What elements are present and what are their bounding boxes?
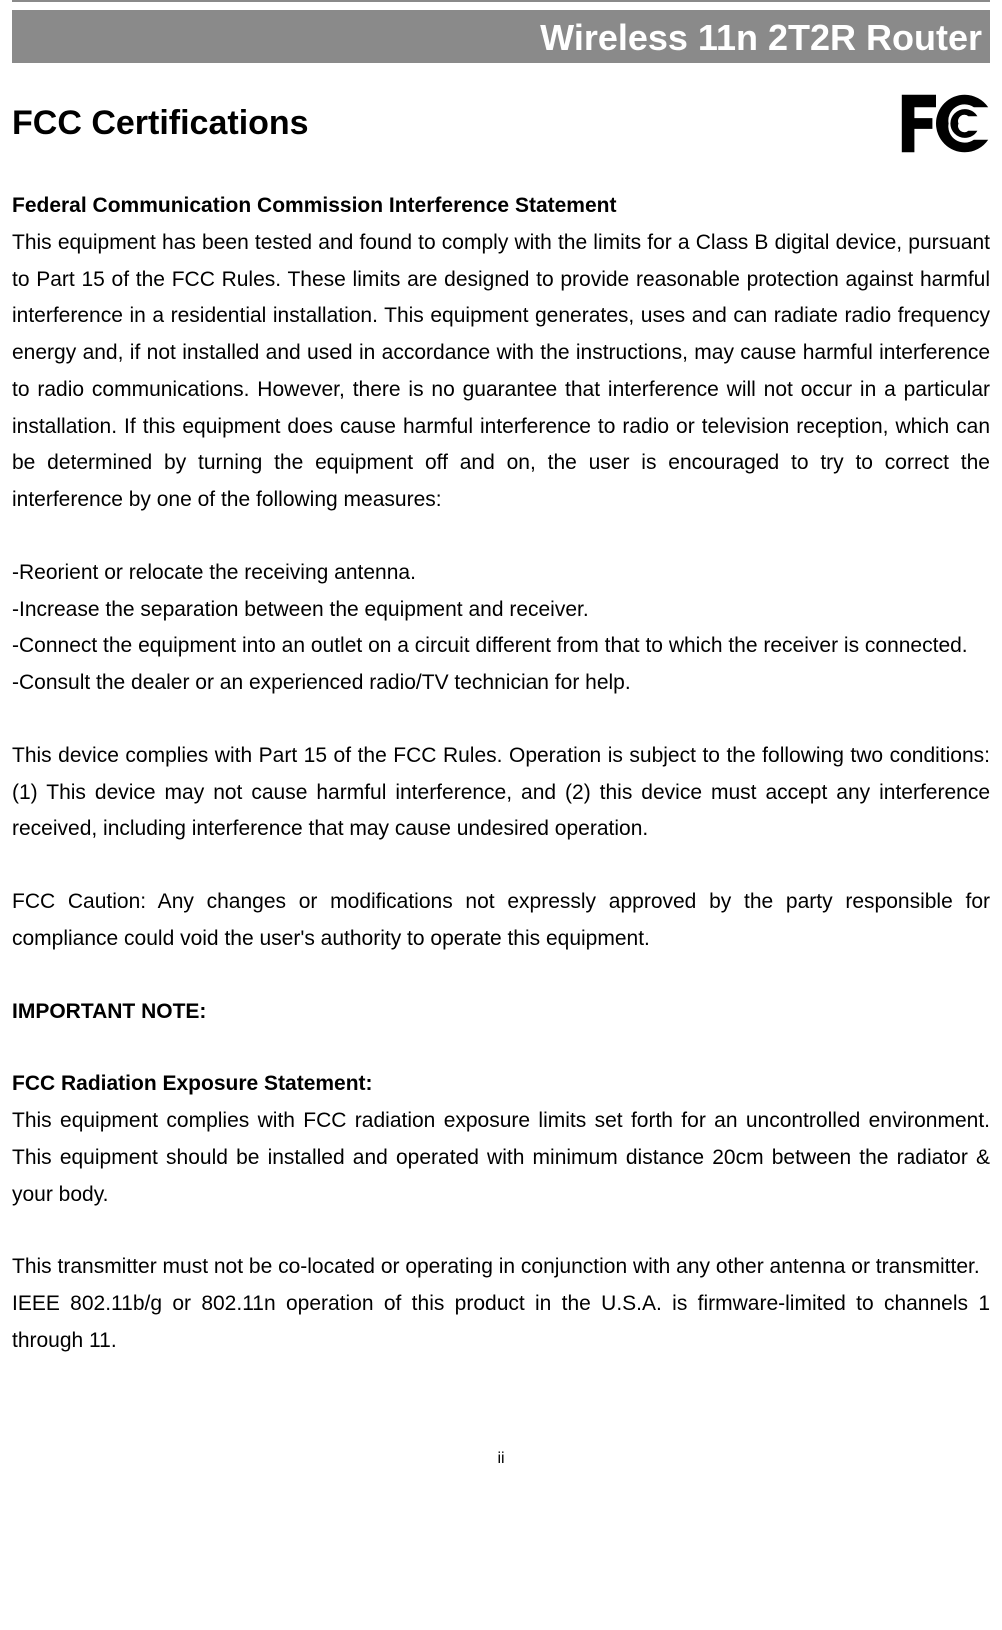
page-title: FCC Certifications — [12, 104, 309, 143]
radiation-body: This equipment complies with FCC radiati… — [12, 1103, 990, 1213]
spacer — [12, 1213, 990, 1249]
spacer — [12, 702, 990, 738]
compliance-text: This device complies with Part 15 of the… — [12, 738, 990, 848]
ieee-text: IEEE 802.11b/g or 802.11n operation of t… — [12, 1286, 990, 1360]
measure-item: -Reorient or relocate the receiving ante… — [12, 555, 990, 592]
measure-item: -Consult the dealer or an experienced ra… — [12, 665, 990, 702]
content-body: Federal Communication Commission Interfe… — [12, 188, 990, 1360]
spacer — [12, 958, 990, 994]
header-bar: Wireless 11n 2T2R Router — [12, 10, 990, 63]
radiation-heading: FCC Radiation Exposure Statement: — [12, 1066, 990, 1103]
title-row: FCC Certifications — [12, 91, 990, 156]
fcc-statement-body: This equipment has been tested and found… — [12, 225, 990, 519]
spacer — [12, 1030, 990, 1066]
spacer — [12, 519, 990, 555]
measure-item: -Increase the separation between the equ… — [12, 592, 990, 629]
measure-item: -Connect the equipment into an outlet on… — [12, 628, 990, 665]
product-name: Wireless 11n 2T2R Router — [540, 17, 982, 58]
transmitter-text: This transmitter must not be co-located … — [12, 1249, 990, 1286]
fcc-logo-icon — [900, 91, 990, 156]
caution-text: FCC Caution: Any changes or modification… — [12, 884, 990, 958]
top-rule — [12, 0, 990, 2]
page-number: ii — [12, 1450, 990, 1480]
important-note-heading: IMPORTANT NOTE: — [12, 994, 990, 1031]
spacer — [12, 848, 990, 884]
fcc-statement-heading: Federal Communication Commission Interfe… — [12, 188, 990, 225]
